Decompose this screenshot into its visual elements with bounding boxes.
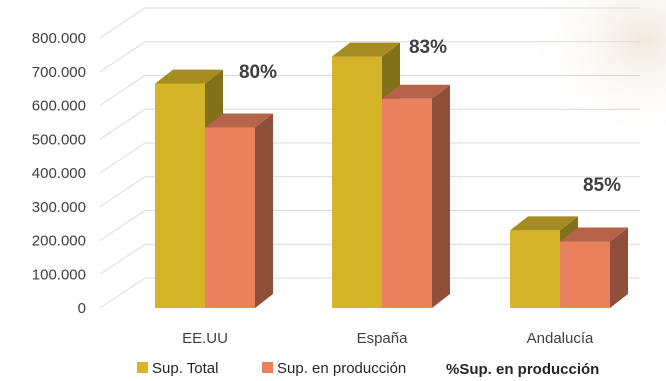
- bar-side-face: [610, 227, 628, 308]
- bar-top-face: [510, 216, 578, 231]
- legend-label: Sup. Total: [152, 360, 218, 377]
- bar-front-face: [510, 230, 560, 308]
- bar: [560, 227, 628, 308]
- y-tick-label: 800.000: [32, 30, 86, 47]
- x-axis-categories: EE.UU España Andalucía: [182, 330, 594, 347]
- gridline: [99, 210, 640, 241]
- gridline: [99, 75, 640, 106]
- bar-front-face: [382, 98, 432, 308]
- bar-top-face: [155, 69, 223, 84]
- legend: Sup. Total Sup. en producción %Sup. en pro…: [137, 360, 599, 378]
- bar: [382, 84, 450, 308]
- legend-swatch: [262, 362, 273, 373]
- gridline: [99, 243, 640, 275]
- bar-front-face: [332, 56, 382, 308]
- bars: [155, 42, 628, 308]
- legend-swatch: [137, 362, 148, 373]
- bar-side-face: [432, 84, 450, 308]
- legend-item: Sup. en producción: [262, 360, 406, 377]
- percent-label: 85%: [583, 175, 621, 196]
- gridline: [99, 7, 640, 39]
- y-tick-label: 0: [78, 300, 86, 317]
- gridline: [99, 176, 640, 208]
- percent-labels: 80% 83% 85%: [239, 37, 621, 196]
- bar-front-face: [155, 83, 205, 308]
- y-axis-ticks: 0 100.000 200.000 300.000 400.000 500.000 600.…: [32, 30, 86, 317]
- y-tick-label: 500.000: [32, 131, 86, 148]
- bar-top-face: [205, 113, 273, 128]
- y-tick-label: 300.000: [32, 199, 86, 216]
- y-tick-label: 200.000: [32, 233, 86, 250]
- category-label: España: [357, 330, 409, 347]
- legend-item: Sup. Total: [137, 360, 218, 377]
- bar-front-face: [205, 127, 255, 308]
- bar-top-face: [382, 84, 450, 99]
- gridline: [99, 108, 640, 140]
- percent-label: 80%: [239, 62, 277, 83]
- y-tick-label: 600.000: [32, 98, 86, 115]
- y-tick-label: 400.000: [32, 165, 86, 182]
- category-label: EE.UU: [182, 330, 228, 347]
- legend-label: Sup. en producción: [277, 360, 406, 377]
- percent-label: 83%: [409, 37, 447, 58]
- y-tick-label: 700.000: [32, 64, 86, 81]
- bar-side-face: [255, 113, 273, 308]
- bar-top-face: [560, 227, 628, 242]
- gridlines: [99, 7, 640, 309]
- gridline: [99, 142, 640, 174]
- gridline: [99, 41, 640, 73]
- gridline: [99, 277, 640, 309]
- chart-background-glow: [430, 0, 666, 200]
- category-label: Andalucía: [527, 330, 594, 347]
- bar-top-face: [332, 42, 400, 57]
- bar: [205, 113, 273, 308]
- bar-front-face: [560, 241, 610, 308]
- y-tick-label: 100.000: [32, 266, 86, 283]
- legend-label-percent: %Sup. en producción: [446, 361, 599, 378]
